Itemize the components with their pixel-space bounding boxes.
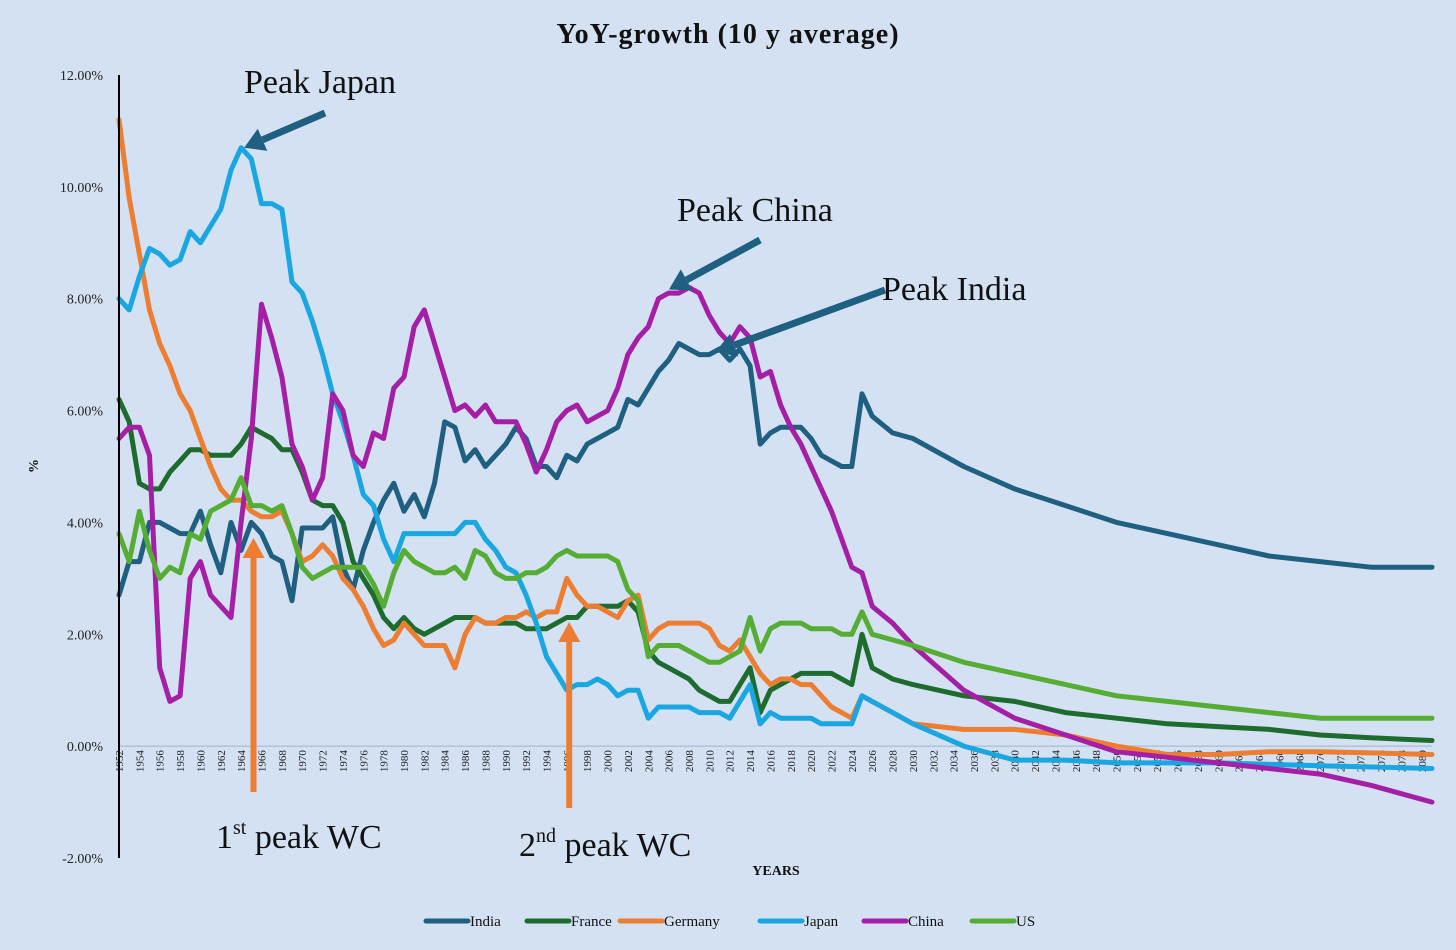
x-tick-label: 1978: [379, 750, 391, 773]
x-tick-label: 1986: [460, 750, 472, 773]
annotation-peak-india: Peak India: [882, 271, 1026, 308]
series-lines: [116, 117, 1435, 805]
x-tick-label: 1964: [236, 750, 248, 773]
arrow-2nd-peak-wc-head: [558, 622, 581, 642]
x-tick-label: 1994: [541, 750, 553, 773]
x-tick-label: 1992: [521, 750, 533, 772]
legend-label-china: China: [908, 914, 944, 930]
x-tick-label: 2002: [623, 750, 635, 772]
y-tick-label: 4.00%: [67, 516, 104, 531]
annotations: Peak Japan Peak China Peak India 1st peak W…: [216, 64, 1026, 864]
arrow-peak-india-shaft: [732, 286, 887, 349]
x-tick-label: 1998: [582, 750, 594, 773]
x-tick-label: 2014: [745, 750, 757, 773]
x-tick-label: 1956: [155, 750, 167, 773]
annotation-1st-peak-wc: 1st peak WC: [216, 817, 382, 856]
x-tick-label: 2032: [928, 750, 940, 772]
legend-label-germany: Germany: [664, 914, 720, 930]
x-tick-label: 1972: [318, 750, 330, 772]
x-tick-label: 1982: [419, 750, 431, 772]
chart-title: YoY-growth (10 y average): [556, 19, 899, 50]
arrow-peak-india-head: [715, 333, 739, 357]
y-tick-label: 12.00%: [60, 69, 104, 84]
annotation-2nd-peak-wc-number: 2: [519, 827, 536, 864]
x-tick-label: 2010: [704, 750, 716, 773]
x-tick-label: 2028: [888, 750, 900, 773]
series-line-india: [116, 341, 1435, 604]
x-tick-label: 1966: [256, 750, 268, 773]
arrow-peak-china-head: [668, 269, 693, 291]
series-line-china: [116, 285, 1435, 805]
x-tick-label: 2008: [684, 750, 696, 773]
y-tick-label: 0.00%: [67, 740, 104, 755]
series-line-us: [116, 475, 1435, 721]
legend-label-us: US: [1016, 914, 1035, 930]
x-tick-label: 2030: [908, 750, 920, 773]
x-axis-label: YEARS: [752, 864, 800, 879]
x-tick-label: 2034: [949, 750, 961, 773]
legend-label-france: France: [571, 914, 612, 930]
x-tick-label: 1990: [501, 750, 513, 773]
x-tick-label: 1974: [338, 750, 350, 773]
y-tick-label: 8.00%: [67, 293, 104, 308]
x-tick-label: 1980: [399, 750, 411, 773]
y-tick-label: 6.00%: [67, 405, 104, 420]
x-tick-label: 1968: [277, 750, 289, 773]
x-tick-label: 1962: [216, 750, 228, 772]
annotation-1st-peak-wc-text: peak WC: [246, 819, 381, 856]
legend: India France Germany Japan China US: [423, 914, 1035, 930]
arrow-peak-china-shaft: [684, 236, 762, 284]
x-tick-label: 1976: [358, 750, 370, 773]
arrow-1st-peak-wc-head: [242, 538, 265, 558]
x-tick-label: 1970: [297, 750, 309, 773]
x-tick-label: 2012: [725, 750, 737, 772]
x-tick-label: 2026: [867, 750, 879, 773]
annotation-1st-peak-wc-number: 1: [216, 819, 233, 856]
annotation-1st-peak-wc-sup: st: [233, 817, 247, 839]
annotation-peak-japan: Peak Japan: [244, 64, 396, 101]
y-tick-label: 10.00%: [60, 181, 104, 196]
x-tick-label: 2022: [826, 750, 838, 772]
x-tick-label: 1958: [175, 750, 187, 773]
x-tick-label: 1960: [195, 750, 207, 773]
arrow-peak-japan-head: [244, 128, 268, 151]
y-tick-label: 2.00%: [67, 628, 104, 643]
legend-label-india: India: [470, 914, 501, 930]
y-axis-ticks: -2.00% 0.00% 2.00% 4.00% 6.00% 8.00% 10.00% 12.…: [60, 69, 104, 867]
annotation-peak-china: Peak China: [677, 192, 833, 229]
x-tick-label: 1984: [440, 750, 452, 773]
y-axis-label: %: [27, 459, 42, 473]
x-tick-label: 1988: [480, 750, 492, 773]
x-tick-label: 2024: [847, 750, 859, 773]
annotation-2nd-peak-wc-sup: nd: [536, 825, 556, 847]
x-tick-label: 2016: [765, 750, 777, 773]
series-line-france: [116, 396, 1435, 743]
x-tick-label: 2004: [643, 750, 655, 773]
annotation-2nd-peak-wc-text: peak WC: [556, 827, 691, 864]
x-tick-label: 2018: [786, 750, 798, 773]
series-line-japan: [116, 145, 1435, 771]
x-tick-label: 1954: [134, 750, 146, 773]
legend-label-japan: Japan: [804, 914, 839, 930]
x-tick-label: 2000: [603, 750, 615, 773]
x-tick-label: 2006: [664, 750, 676, 773]
x-tick-label: 2036: [969, 750, 981, 773]
y-tick-label: -2.00%: [62, 852, 103, 867]
x-tick-label: 2020: [806, 750, 818, 773]
arrow-peak-japan-shaft: [261, 109, 327, 144]
series-line-germany: [116, 117, 1435, 757]
annotation-2nd-peak-wc: 2nd peak WC: [519, 825, 691, 864]
